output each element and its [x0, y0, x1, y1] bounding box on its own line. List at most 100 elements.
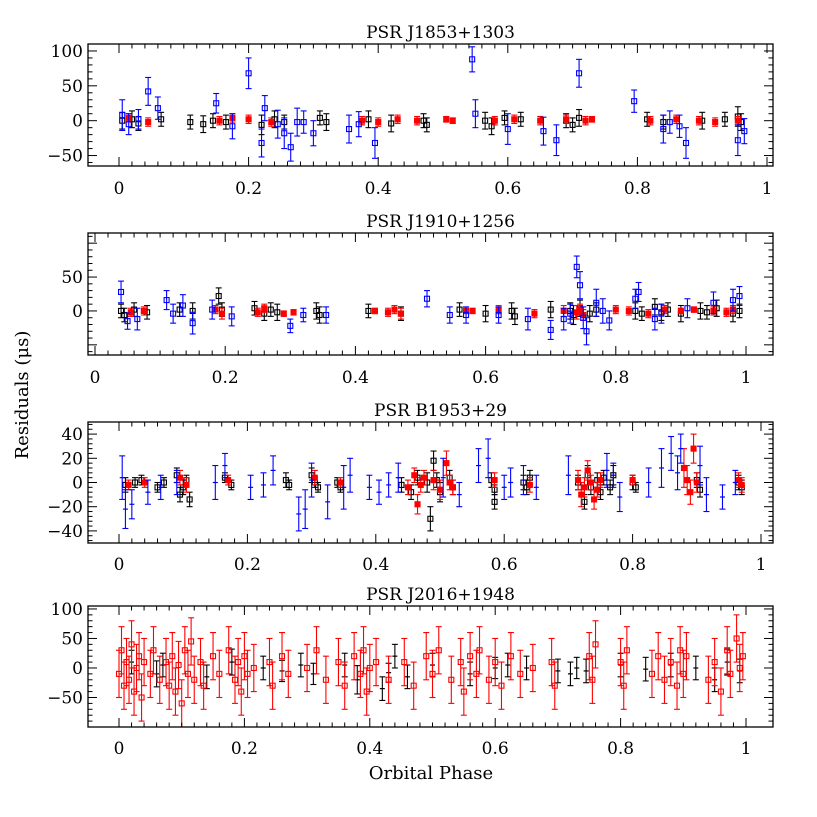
data-point — [467, 632, 474, 681]
data-point — [620, 661, 627, 710]
x-tick-label: 0.2 — [235, 179, 262, 199]
data-point — [631, 89, 638, 113]
data-point — [687, 479, 694, 505]
data-point — [245, 114, 252, 125]
data-point — [735, 472, 742, 488]
data-point — [582, 115, 589, 126]
data-point — [507, 632, 514, 681]
data-point — [218, 307, 225, 320]
panel: PSR J2016+1948 0 0.2 0.4 0.6 0.8 1 100 50 0 −50 — [47, 585, 774, 759]
data-point — [547, 319, 554, 340]
x-tick-label: 0.2 — [231, 739, 258, 759]
y-tick-label: −40 — [47, 522, 83, 542]
series-black — [128, 643, 743, 701]
data-point — [523, 655, 530, 681]
panel-title: PSR J1853+1303 — [366, 23, 515, 43]
data-point — [404, 664, 411, 690]
data-point — [261, 303, 268, 313]
data-point — [563, 114, 570, 125]
data-point — [308, 462, 315, 498]
data-point — [469, 46, 476, 73]
data-point — [225, 626, 232, 675]
data-point — [385, 472, 392, 498]
data-point — [537, 115, 544, 126]
data-point — [145, 76, 152, 106]
data-point — [463, 306, 470, 324]
data-point — [583, 317, 590, 346]
data-point — [668, 435, 675, 471]
data-point — [526, 477, 533, 493]
data-point — [469, 307, 476, 315]
data-point — [565, 455, 572, 496]
y-axis-label: Residuals (μs) — [12, 331, 33, 460]
y-tick-label: 0 — [72, 474, 83, 494]
x-tick-label: 0.8 — [619, 555, 646, 575]
x-tick-label: 0.4 — [362, 555, 389, 575]
data-point — [661, 304, 668, 315]
data-point — [281, 117, 288, 150]
data-point — [517, 111, 524, 127]
x-tick-label: 0.8 — [602, 368, 629, 388]
data-point — [666, 110, 673, 134]
data-point — [658, 448, 665, 488]
data-point — [674, 455, 681, 491]
data-point — [429, 649, 436, 699]
data-point — [189, 311, 196, 335]
data-point — [576, 58, 583, 88]
x-tick-label: 0.6 — [491, 555, 518, 575]
data-point — [203, 664, 210, 690]
data-point — [322, 655, 329, 704]
data-point — [424, 472, 431, 493]
data-point — [136, 632, 143, 681]
data-point — [375, 117, 382, 127]
data-point — [440, 457, 447, 498]
data-point — [270, 455, 277, 486]
data-point — [511, 114, 518, 125]
data-point — [385, 655, 392, 704]
data-point — [258, 128, 265, 158]
data-point — [401, 637, 408, 687]
data-point — [119, 99, 126, 131]
data-point — [443, 115, 450, 123]
data-point — [635, 281, 642, 303]
data-point — [209, 299, 216, 320]
data-point — [278, 632, 286, 681]
data-point — [187, 114, 194, 130]
data-point — [290, 309, 297, 316]
y-tick-label: −20 — [47, 498, 83, 518]
data-point — [697, 302, 704, 320]
data-point — [241, 632, 248, 681]
data-point — [495, 306, 502, 324]
data-point — [124, 312, 131, 330]
data-point — [414, 115, 421, 126]
data-point — [475, 448, 482, 484]
data-point — [176, 302, 183, 317]
x-tick-label: 0.2 — [234, 555, 261, 575]
data-point — [175, 640, 182, 690]
data-point — [697, 445, 704, 486]
data-point — [531, 309, 538, 319]
data-point — [660, 114, 667, 144]
data-point — [313, 626, 320, 675]
data-point — [736, 303, 743, 319]
data-point — [727, 649, 734, 699]
data-point — [366, 474, 373, 500]
data-point — [501, 110, 508, 126]
data-point — [260, 472, 267, 498]
data-point — [655, 632, 662, 681]
data-point — [588, 115, 596, 123]
data-point — [176, 469, 184, 486]
data-point — [351, 632, 358, 681]
data-point — [145, 117, 152, 127]
data-point — [693, 472, 700, 493]
data-point — [443, 450, 450, 476]
panel-title: PSR B1953+29 — [374, 401, 507, 421]
data-point — [297, 652, 304, 678]
data-point — [661, 655, 668, 704]
data-point — [581, 477, 588, 498]
y-tick-label: 50 — [61, 629, 83, 649]
data-point — [117, 280, 125, 304]
y-tick-label: 0 — [72, 112, 83, 132]
data-point — [449, 479, 456, 496]
data-point — [642, 656, 649, 682]
